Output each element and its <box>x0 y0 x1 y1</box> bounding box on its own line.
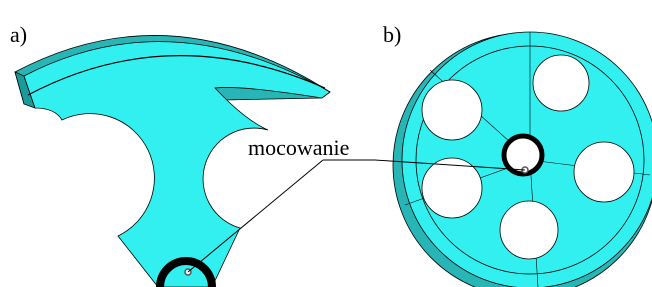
figure: a) b) mocowanie <box>0 0 652 287</box>
segment-a <box>15 35 330 287</box>
label-a: a) <box>10 22 27 47</box>
annotation: mocowanie <box>248 135 349 160</box>
label-b: b) <box>383 22 401 47</box>
disc-b <box>393 32 652 287</box>
